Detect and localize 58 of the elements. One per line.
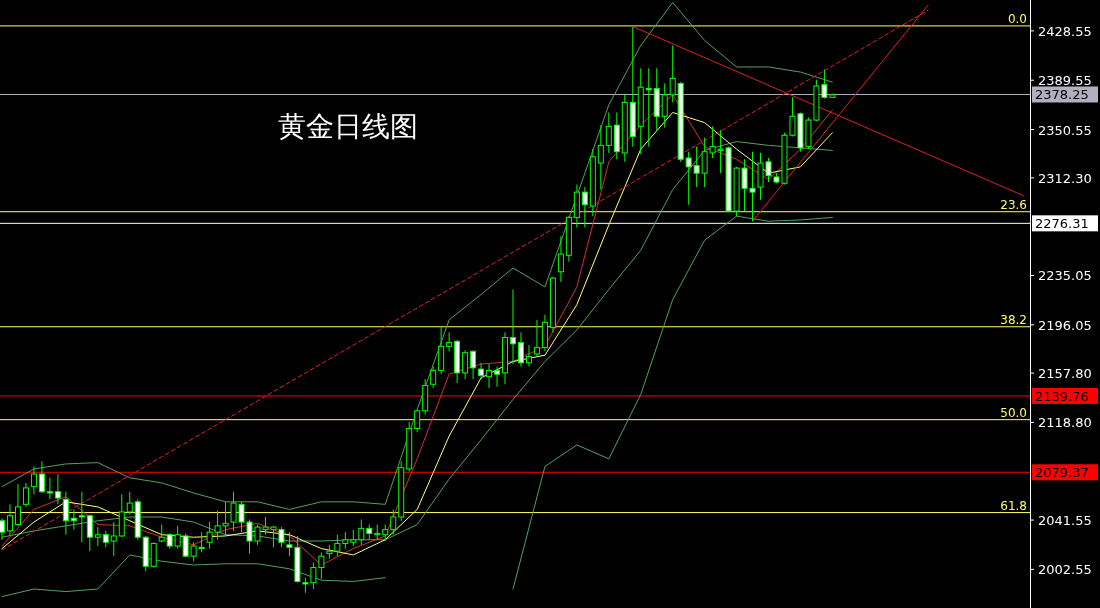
candlestick [517,331,524,368]
candlestick [358,519,365,546]
candlestick [494,366,501,388]
candlestick [669,45,676,103]
line-series [512,215,833,590]
candlestick [86,513,93,552]
candlestick [645,67,652,148]
y-tick-label: 2118.80 [1038,415,1092,431]
y-tick-label: 2428.55 [1038,23,1092,39]
text: 黄金日线图 [278,111,418,142]
annotation: 23.6 [1000,197,1027,212]
candlestick [46,477,53,500]
candlestick [6,503,13,537]
y-tick-label: 2196.05 [1038,317,1092,333]
candlestick [462,349,469,380]
line-series [1,2,833,510]
y-tick-label: 2235.05 [1038,268,1092,284]
candlestick [126,491,133,515]
y-tick-label: 2157.80 [1038,366,1092,382]
line-series [1,554,386,598]
candlestick [150,541,157,569]
candlestick [597,124,604,191]
candlestick [533,319,540,357]
y-tick-label: 2350.55 [1038,122,1092,138]
candlestick [430,366,437,389]
ref-line-label: 2079.37 [1035,465,1089,481]
y-tick-label: 2041.55 [1038,513,1092,529]
annotation: 50.0 [1000,405,1027,420]
candlestick [390,508,397,536]
candlestick [110,521,117,557]
candlestick [62,491,69,536]
ref-line-label: 2139.76 [1035,388,1089,404]
candlestick [446,331,453,352]
annotation: 61.8 [1000,498,1027,513]
candlestick [478,362,485,380]
annotation: 38.2 [1000,312,1027,327]
candlestick [94,526,101,547]
candlestick [486,363,493,389]
candlestick [0,517,5,541]
candlestick [70,508,77,531]
candlestick [22,482,29,508]
candlestick [78,491,85,543]
candlestick [470,349,477,380]
candlestick [54,473,61,505]
y-tick-label: 2002.55 [1038,562,1092,578]
candlestick [525,344,532,368]
annotation: 0.0 [1007,11,1027,26]
y-tick-label: 2389.55 [1038,73,1092,89]
candlestick [661,82,668,129]
y-tick-label: 2312.30 [1038,170,1092,186]
candlestick [38,460,45,494]
ref-line-label: 2378.25 [1035,87,1089,103]
candlestick [30,465,37,495]
candlestick [557,235,564,283]
candlestick [14,483,21,527]
ref-line-label: 2276.31 [1035,216,1089,232]
candlestick [510,288,516,365]
candlestick [605,112,612,154]
